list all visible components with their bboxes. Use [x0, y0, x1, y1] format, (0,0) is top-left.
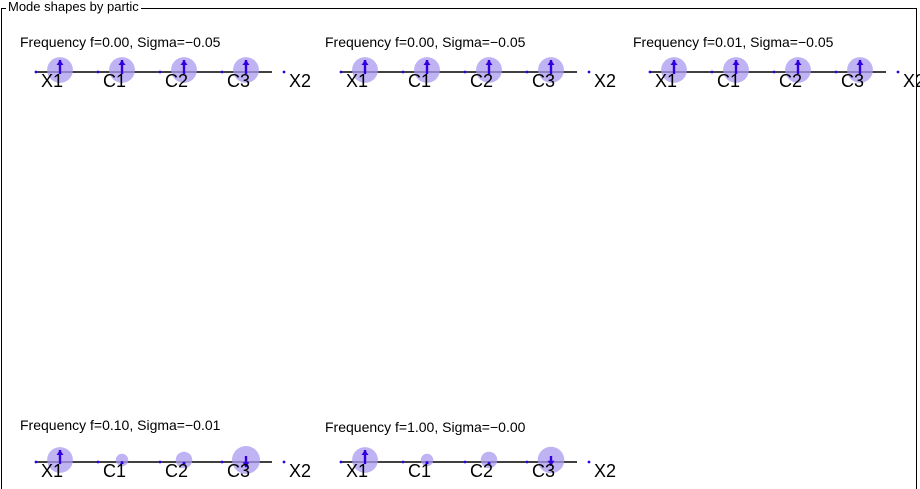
- node-label-x2: X2: [594, 461, 616, 481]
- node-label-x1: X1: [655, 71, 677, 91]
- node-dot: [339, 460, 343, 464]
- mode-arrowhead-c1: [425, 461, 429, 464]
- panel-title: Frequency f=1.00, Sigma=−0.00: [325, 419, 526, 435]
- participation-bubble-c2: [175, 451, 193, 469]
- mode-arrowhead-c3: [547, 460, 555, 466]
- node-dot: [587, 460, 591, 464]
- node-dot: [339, 70, 343, 74]
- node-label-c3: C3: [227, 461, 250, 481]
- node-label-c1: C1: [103, 71, 126, 91]
- mode-arrowhead-x1: [56, 450, 64, 455]
- panel-1: Frequency f=0.00, Sigma=−0.05 X1 C1 C2 C3 X2: [20, 34, 311, 91]
- node-label-c2: C2: [165, 461, 188, 481]
- node-dot: [896, 70, 900, 74]
- mode-arrowhead-x1: [361, 60, 369, 65]
- node-dot: [463, 70, 467, 74]
- node-dot: [648, 70, 652, 74]
- node-label-x2: X2: [289, 461, 311, 481]
- node-label-c2: C2: [779, 71, 802, 91]
- panel-title: Frequency f=0.00, Sigma=−0.05: [325, 34, 526, 50]
- panel-title: Frequency f=0.10, Sigma=−0.01: [20, 417, 221, 433]
- node-dot: [158, 70, 162, 74]
- node-dot: [587, 70, 591, 74]
- node-label-x2: X2: [594, 71, 616, 91]
- node-label-c3: C3: [532, 461, 555, 481]
- node-dot: [401, 70, 405, 74]
- figure-top-label: Mode shapes by partic: [6, 0, 141, 14]
- node-label-x2: X2: [289, 71, 311, 91]
- mode-arrowhead-c2: [487, 461, 491, 465]
- node-label-c3: C3: [532, 71, 555, 91]
- node-dot: [401, 460, 405, 464]
- node-label-x2: X2: [903, 71, 920, 91]
- participation-bubble-c1: [420, 453, 434, 467]
- node-label-x1: X1: [41, 71, 63, 91]
- node-label-x1: X1: [41, 461, 63, 481]
- node-dot: [220, 70, 224, 74]
- participation-bubble-c1: [115, 453, 129, 467]
- mode-arrowhead-x1: [670, 60, 678, 65]
- node-label-c2: C2: [470, 71, 493, 91]
- node-label-c2: C2: [470, 461, 493, 481]
- mode-arrowhead-c1: [732, 60, 740, 65]
- node-dot: [282, 70, 286, 74]
- mode-arrowhead-c3: [242, 462, 250, 468]
- node-dot: [34, 70, 38, 74]
- participation-bubble-c2: [480, 451, 498, 469]
- node-dot: [710, 70, 714, 74]
- mode-arrowhead-c2: [794, 60, 802, 65]
- node-dot: [463, 460, 467, 464]
- node-label-c3: C3: [841, 71, 864, 91]
- node-dot: [525, 460, 529, 464]
- node-dot: [96, 70, 100, 74]
- node-dot: [34, 460, 38, 464]
- panel-2: Frequency f=0.00, Sigma=−0.05 X1 C1 C2 C3 X2: [325, 34, 616, 91]
- mode-arrowhead-c1: [118, 60, 126, 65]
- node-label-x1: X1: [346, 71, 368, 91]
- panel-title: Frequency f=0.01, Sigma=−0.05: [633, 34, 834, 50]
- mode-arrowhead-c2: [485, 60, 493, 65]
- node-label-x1: X1: [346, 461, 368, 481]
- node-dot: [282, 460, 286, 464]
- mode-arrowhead-x1: [56, 60, 64, 65]
- node-dot: [772, 70, 776, 74]
- node-label-c1: C1: [103, 461, 126, 481]
- node-label-c3: C3: [227, 71, 250, 91]
- node-label-c1: C1: [408, 461, 431, 481]
- mode-arrowhead-c2: [180, 60, 188, 65]
- mode-arrowhead-c3: [547, 60, 555, 65]
- panel-3: Frequency f=0.01, Sigma=−0.05 X1 C1 C2 C3 X2: [633, 34, 920, 91]
- panel-4: Frequency f=0.10, Sigma=−0.01 X1 C1 C2 C3 X2: [20, 417, 311, 481]
- node-label-c1: C1: [717, 71, 740, 91]
- panel-5: Frequency f=1.00, Sigma=−0.00 X1 C1 C2 C3 X2: [325, 419, 616, 481]
- node-dot: [96, 460, 100, 464]
- panel-title: Frequency f=0.00, Sigma=−0.05: [20, 34, 221, 50]
- mode-arrowhead-c2: [182, 461, 186, 465]
- mode-arrowhead-c3: [856, 60, 864, 65]
- node-dot: [525, 70, 529, 74]
- mode-arrowhead-x1: [361, 450, 369, 455]
- mode-arrowhead-c1: [120, 461, 124, 464]
- node-dot: [220, 460, 224, 464]
- node-label-c2: C2: [165, 71, 188, 91]
- mode-arrowhead-c3: [242, 60, 250, 65]
- node-label-c1: C1: [408, 71, 431, 91]
- node-dot: [834, 70, 838, 74]
- mode-arrowhead-c1: [423, 60, 431, 65]
- node-dot: [158, 460, 162, 464]
